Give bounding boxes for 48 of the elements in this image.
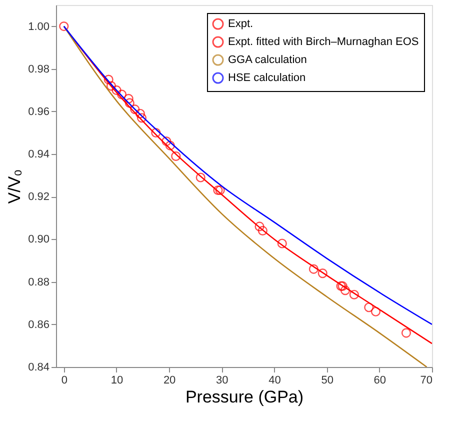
point bbox=[165, 140, 175, 150]
point bbox=[196, 172, 206, 182]
x-axis-title: Pressure (GPa) bbox=[185, 388, 304, 406]
y-tick-label: 0.86 bbox=[28, 318, 50, 331]
point bbox=[135, 108, 145, 118]
point bbox=[116, 90, 127, 100]
y-tick-label: 0.92 bbox=[28, 191, 50, 204]
point bbox=[171, 151, 181, 161]
point bbox=[59, 22, 69, 32]
point bbox=[349, 290, 359, 300]
point bbox=[151, 128, 161, 138]
y-tick-label: 0.88 bbox=[28, 276, 50, 288]
point bbox=[277, 238, 287, 248]
x-tick-label: 30 bbox=[216, 374, 228, 386]
legend-label: Expt. bbox=[228, 18, 254, 30]
point bbox=[106, 81, 116, 91]
point bbox=[308, 264, 318, 274]
x-tick-label: 50 bbox=[321, 374, 334, 386]
point bbox=[340, 286, 350, 296]
point bbox=[112, 85, 122, 95]
point bbox=[104, 74, 114, 84]
point bbox=[162, 136, 172, 146]
legend-label: GGA calculation bbox=[228, 54, 307, 66]
x-tick-label: 20 bbox=[163, 374, 176, 386]
x-tick-label: 70 bbox=[420, 374, 432, 386]
y-tick-label: 1.00 bbox=[28, 20, 50, 33]
legend-label: HSE calculation bbox=[228, 72, 306, 84]
point bbox=[130, 104, 140, 114]
x-tick-label: 40 bbox=[268, 374, 281, 386]
point bbox=[318, 268, 328, 278]
y-tick-label: 0.84 bbox=[28, 362, 50, 374]
point bbox=[401, 328, 412, 338]
y-tick-label: 0.96 bbox=[28, 106, 50, 118]
y-tick-label: 0.94 bbox=[28, 148, 50, 161]
point bbox=[258, 226, 268, 236]
point bbox=[364, 302, 374, 312]
point bbox=[136, 113, 146, 123]
legend-label: Expt. fitted with Birch–Murnaghan EOS bbox=[228, 36, 419, 48]
y-tick-label: 0.98 bbox=[28, 63, 50, 76]
x-tick-label: 0 bbox=[61, 374, 68, 386]
y-tick-label: 0.90 bbox=[28, 234, 50, 246]
point bbox=[124, 98, 134, 108]
x-tick-label: 60 bbox=[374, 374, 386, 386]
y-axis-title: V/V₀ bbox=[5, 169, 24, 204]
point bbox=[370, 306, 381, 316]
point bbox=[124, 94, 134, 104]
x-tick-label: 10 bbox=[110, 374, 124, 386]
point bbox=[254, 222, 264, 232]
